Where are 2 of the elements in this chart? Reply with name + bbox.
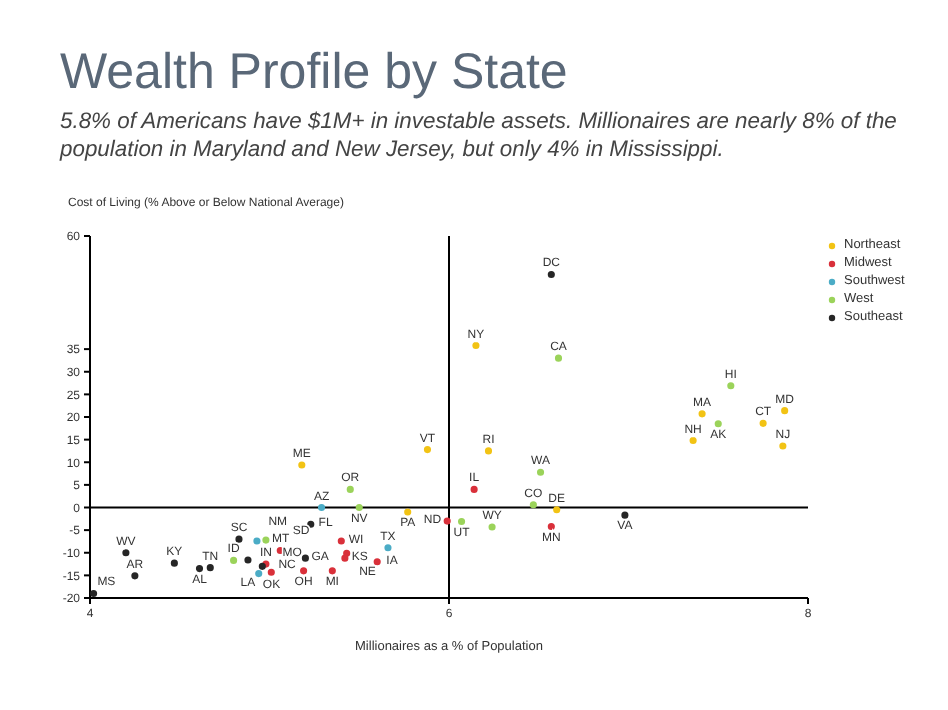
chart-title: Wealth Profile by State [60, 44, 568, 102]
chart-subtitle: 5.8% of Americans have $1M+ in investable assets. Millionaires are nearly 8% of the population in Maryland and New Jersey, but only 4% in Mississippi. [60, 108, 899, 164]
